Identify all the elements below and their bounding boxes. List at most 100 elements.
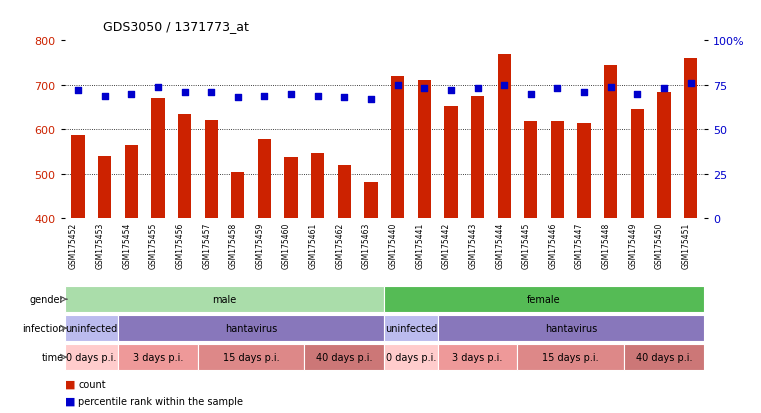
Text: ■: ■ <box>65 396 75 406</box>
Bar <box>471 97 484 219</box>
Point <box>125 91 137 98</box>
Bar <box>365 183 377 219</box>
Text: GSM175440: GSM175440 <box>389 222 397 268</box>
Bar <box>631 110 644 219</box>
Bar <box>517 344 624 370</box>
Text: GSM175444: GSM175444 <box>495 222 504 268</box>
Text: gender: gender <box>30 294 64 304</box>
Text: infection: infection <box>21 323 64 333</box>
Text: GSM175450: GSM175450 <box>655 222 664 268</box>
Text: percentile rank within the sample: percentile rank within the sample <box>78 396 244 406</box>
Text: count: count <box>78 379 106 389</box>
Bar <box>551 122 564 219</box>
Text: GSM175461: GSM175461 <box>309 222 318 268</box>
Point <box>98 93 111 100</box>
Text: GSM175460: GSM175460 <box>282 222 291 268</box>
Text: GSM175442: GSM175442 <box>442 222 451 268</box>
Text: 3 days p.i.: 3 days p.i. <box>132 352 183 362</box>
Point <box>419 86 431 93</box>
Bar <box>684 59 697 219</box>
Bar <box>391 77 404 219</box>
Text: GSM175457: GSM175457 <box>202 222 211 268</box>
Point <box>365 97 377 103</box>
Bar <box>498 55 511 219</box>
Bar <box>438 344 517 370</box>
Text: uninfected: uninfected <box>385 323 437 333</box>
Text: GSM175462: GSM175462 <box>336 222 344 268</box>
Bar <box>624 344 704 370</box>
Point <box>684 81 696 87</box>
Bar <box>118 316 384 341</box>
Point <box>231 95 244 102</box>
Text: GSM175443: GSM175443 <box>469 222 478 268</box>
Text: ■: ■ <box>65 379 75 389</box>
Text: GSM175459: GSM175459 <box>256 222 265 268</box>
Point <box>312 93 324 100</box>
Bar <box>65 316 118 341</box>
Bar <box>65 344 118 370</box>
Text: GSM175441: GSM175441 <box>416 222 425 268</box>
Text: time: time <box>42 352 64 362</box>
Text: 15 days p.i.: 15 days p.i. <box>223 352 279 362</box>
Point <box>524 91 537 98</box>
Bar <box>524 122 537 219</box>
Text: hantavirus: hantavirus <box>545 323 597 333</box>
Text: GSM175455: GSM175455 <box>149 222 158 268</box>
Bar <box>151 99 164 219</box>
Point <box>498 83 510 89</box>
Text: female: female <box>527 294 561 304</box>
Text: GSM175446: GSM175446 <box>549 222 557 268</box>
Point <box>631 91 643 98</box>
Bar <box>658 93 670 219</box>
Text: 3 days p.i.: 3 days p.i. <box>452 352 503 362</box>
Text: 40 days p.i.: 40 days p.i. <box>316 352 373 362</box>
Bar <box>178 114 191 219</box>
Text: GSM175448: GSM175448 <box>602 222 610 268</box>
Point <box>471 86 484 93</box>
Bar <box>198 344 304 370</box>
Point <box>658 86 670 93</box>
Point <box>151 84 164 91</box>
Text: GSM175449: GSM175449 <box>629 222 637 268</box>
Bar <box>311 153 324 219</box>
Bar <box>231 172 244 219</box>
Bar <box>125 146 138 219</box>
Point <box>178 90 190 96</box>
Bar <box>72 135 84 219</box>
Bar <box>578 123 591 219</box>
Bar <box>384 287 704 312</box>
Bar <box>285 158 298 219</box>
Text: male: male <box>212 294 237 304</box>
Bar <box>338 166 351 219</box>
Text: GSM175445: GSM175445 <box>522 222 530 268</box>
Bar <box>118 344 198 370</box>
Bar <box>205 120 218 219</box>
Bar <box>384 344 438 370</box>
Text: GSM175453: GSM175453 <box>96 222 104 268</box>
Text: GSM175452: GSM175452 <box>69 222 78 268</box>
Text: 15 days p.i.: 15 days p.i. <box>543 352 599 362</box>
Text: uninfected: uninfected <box>65 323 117 333</box>
Text: GSM175456: GSM175456 <box>176 222 184 268</box>
Text: GSM175454: GSM175454 <box>123 222 131 268</box>
Point <box>72 88 84 94</box>
Text: hantavirus: hantavirus <box>225 323 277 333</box>
Bar <box>438 316 704 341</box>
Text: GSM175458: GSM175458 <box>229 222 237 268</box>
Bar <box>384 316 438 341</box>
Point <box>285 91 297 98</box>
Point <box>444 88 457 94</box>
Bar <box>98 157 111 219</box>
Point <box>205 90 218 96</box>
Bar <box>604 66 617 219</box>
Text: 0 days p.i.: 0 days p.i. <box>66 352 116 362</box>
Point <box>258 93 271 100</box>
Bar <box>65 287 384 312</box>
Text: GSM175463: GSM175463 <box>362 222 371 268</box>
Text: 0 days p.i.: 0 days p.i. <box>386 352 436 362</box>
Text: GDS3050 / 1371773_at: GDS3050 / 1371773_at <box>103 20 249 33</box>
Point <box>338 95 350 102</box>
Text: GSM175451: GSM175451 <box>682 222 690 268</box>
Bar <box>418 81 431 219</box>
Point <box>551 86 563 93</box>
